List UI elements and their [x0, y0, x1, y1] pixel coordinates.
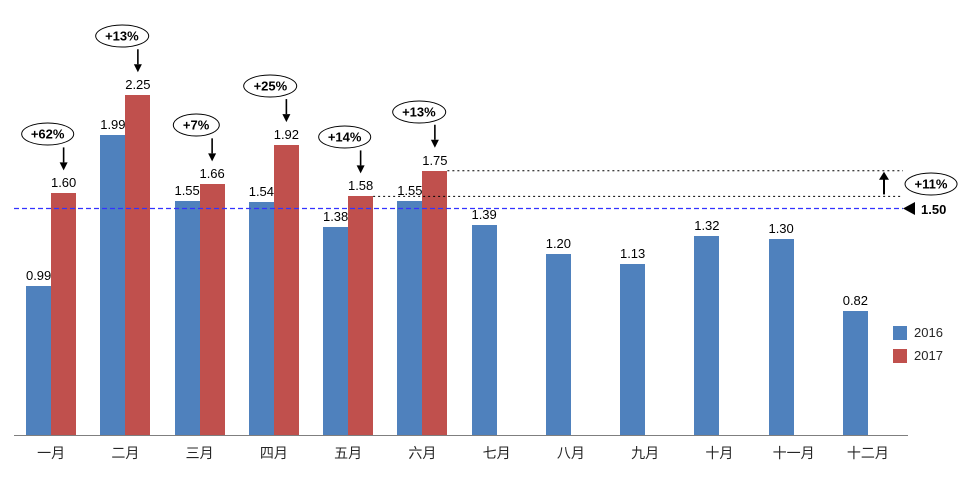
bar-2017-4 [273, 145, 299, 435]
growth-annotation-1: +62% [20, 122, 75, 146]
month-label-7: 七月 [482, 445, 511, 461]
legend-item-2016: 2016 [893, 325, 943, 340]
bar-2016-9 [620, 264, 646, 435]
uplift-annotation-bubble: +11% [904, 172, 958, 196]
value-label-2017-6: 1.75 [422, 152, 448, 168]
month-label-1: 一月 [37, 445, 66, 461]
month-label-10: 十月 [705, 445, 734, 461]
value-label-2016-2: 1.99 [100, 116, 126, 132]
legend-swatch-2017 [893, 348, 907, 363]
x-axis-line [14, 435, 908, 436]
value-label-2016-4: 1.54 [248, 184, 275, 200]
month-label-11: 十一月 [772, 445, 815, 461]
bar-2016-3 [174, 200, 200, 435]
growth-annotation-4: +25% [243, 74, 298, 98]
value-label-2016-11: 1.30 [768, 220, 794, 236]
bar-2016-5 [323, 226, 349, 435]
bar-2016-4 [248, 202, 274, 435]
month-label-12: 十二月 [846, 445, 889, 461]
value-label-2016-3: 1.55 [174, 182, 200, 198]
month-label-3: 三月 [185, 445, 214, 461]
bar-2017-6 [422, 170, 448, 435]
value-label-2017-3: 1.66 [199, 166, 225, 182]
legend-label-2017: 2017 [914, 348, 943, 363]
growth-annotation-5: +14% [317, 125, 372, 149]
bar-2016-2 [100, 134, 126, 435]
month-label-4: 四月 [259, 445, 288, 461]
month-label-2: 二月 [111, 445, 140, 461]
month-label-5: 五月 [334, 445, 363, 461]
bar-2016-6 [397, 200, 423, 435]
value-label-2017-2: 2.25 [125, 77, 151, 93]
bar-2017-5 [348, 196, 374, 435]
bar-2017-3 [199, 184, 225, 435]
bar-2016-7 [471, 225, 497, 435]
growth-annotation-6: +13% [392, 100, 446, 124]
value-label-2016-9: 1.13 [619, 246, 646, 262]
legend-swatch-2016 [893, 325, 907, 340]
reference-line-label: 1.50 [921, 202, 947, 217]
value-label-2016-6: 1.55 [397, 182, 423, 198]
bar-2016-1 [26, 285, 52, 435]
value-label-2016-8: 1.20 [545, 235, 572, 251]
value-label-2017-1: 1.60 [50, 175, 77, 191]
legend-label-2016: 2016 [914, 325, 943, 340]
bar-2016-12 [842, 311, 868, 435]
growth-annotation-3: +7% [172, 113, 220, 137]
legend-item-2017: 2017 [893, 348, 943, 363]
bar-2017-2 [125, 95, 151, 435]
growth-annotation-2: +13% [95, 24, 149, 48]
value-label-2016-7: 1.39 [471, 207, 497, 223]
value-label-2017-4: 1.92 [273, 127, 300, 143]
value-label-2016-10: 1.32 [694, 217, 720, 233]
bar-2016-11 [768, 238, 794, 435]
value-label-2016-12: 0.82 [842, 293, 869, 309]
value-label-2017-5: 1.58 [347, 178, 374, 194]
value-label-2016-5: 1.38 [322, 208, 349, 224]
bar-2017-1 [51, 193, 77, 435]
legend: 2016 2017 [893, 325, 943, 371]
month-label-8: 八月 [556, 445, 585, 461]
month-label-6: 六月 [408, 445, 437, 461]
month-label-9: 九月 [631, 445, 660, 461]
bar-2016-10 [694, 235, 720, 435]
bar-2016-8 [545, 253, 571, 435]
value-label-2016-1: 0.99 [25, 267, 52, 283]
